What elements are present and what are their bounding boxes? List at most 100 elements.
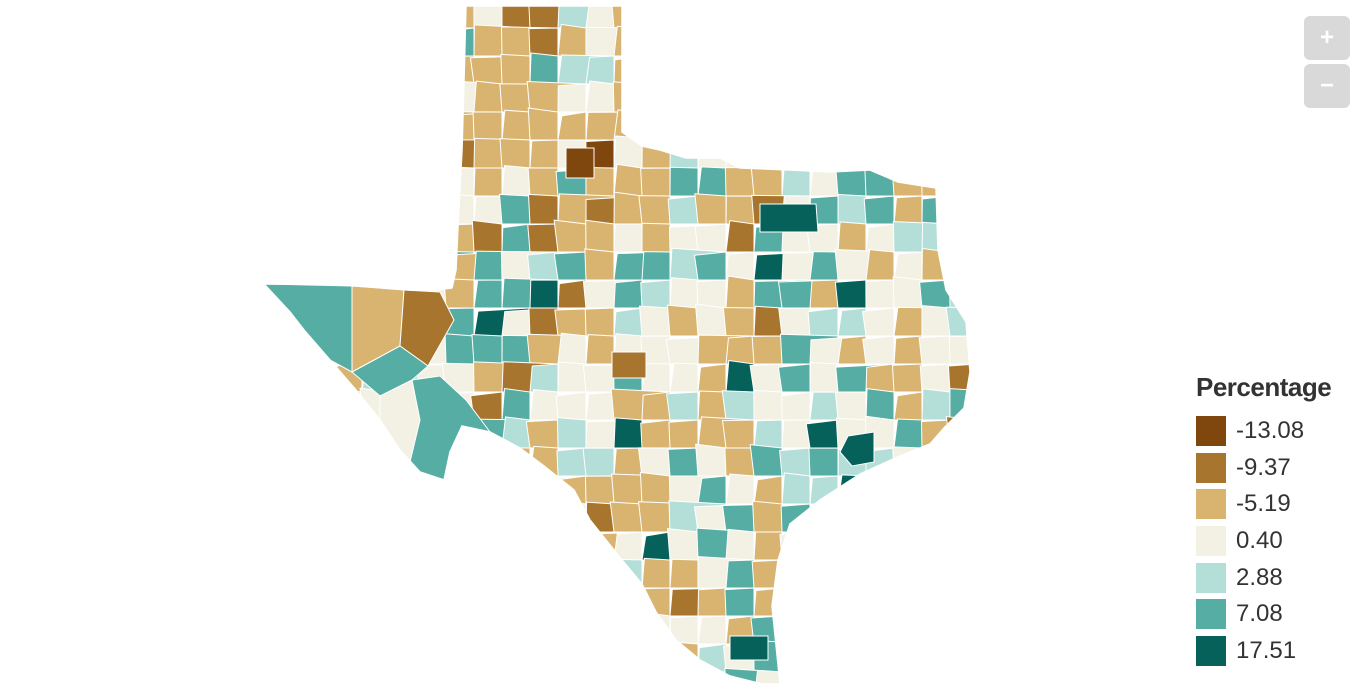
county-region[interactable] bbox=[525, 419, 559, 449]
county-region[interactable] bbox=[332, 389, 363, 421]
county-region[interactable] bbox=[722, 306, 755, 337]
county-region[interactable] bbox=[529, 641, 559, 673]
county-region[interactable] bbox=[276, 83, 307, 113]
county-region[interactable] bbox=[473, 475, 503, 505]
county-region[interactable] bbox=[445, 613, 475, 645]
county-region[interactable] bbox=[442, 559, 475, 589]
county-region[interactable] bbox=[277, 220, 307, 253]
county-region[interactable] bbox=[613, 614, 643, 645]
county-region[interactable] bbox=[780, 503, 811, 533]
county-region[interactable] bbox=[273, 27, 307, 57]
county-region[interactable] bbox=[277, 503, 307, 533]
county-region[interactable] bbox=[892, 446, 923, 477]
county-region[interactable] bbox=[417, 223, 447, 253]
county-region[interactable] bbox=[529, 559, 559, 589]
county-region[interactable] bbox=[978, 26, 1034, 56]
county-region[interactable] bbox=[553, 251, 587, 281]
county-region[interactable] bbox=[921, 305, 951, 337]
county-region[interactable] bbox=[333, 52, 363, 85]
county-region[interactable] bbox=[553, 219, 587, 253]
county-region[interactable] bbox=[417, 475, 447, 505]
county-region[interactable] bbox=[556, 587, 587, 617]
county-region[interactable] bbox=[921, 388, 951, 421]
county-region[interactable] bbox=[358, 55, 391, 85]
county-region[interactable] bbox=[976, 420, 1006, 448]
county-region[interactable] bbox=[779, 447, 811, 477]
county-region[interactable] bbox=[978, 391, 1006, 420]
county-region[interactable] bbox=[753, 419, 783, 449]
county-region[interactable] bbox=[250, 307, 279, 337]
county-region[interactable] bbox=[529, 139, 559, 169]
county-region[interactable] bbox=[753, 587, 783, 617]
county-region[interactable] bbox=[582, 447, 615, 477]
county-region[interactable] bbox=[781, 27, 811, 57]
county-region[interactable] bbox=[417, 531, 447, 561]
county-region[interactable] bbox=[753, 669, 783, 688]
county-region[interactable] bbox=[277, 587, 335, 617]
county-region[interactable] bbox=[501, 387, 531, 421]
county-region[interactable] bbox=[667, 0, 727, 29]
county-region[interactable] bbox=[946, 109, 978, 141]
county-region[interactable] bbox=[360, 250, 391, 281]
county-region[interactable] bbox=[669, 362, 699, 393]
county-region[interactable] bbox=[723, 24, 755, 57]
county-region[interactable] bbox=[725, 220, 755, 253]
county-region[interactable] bbox=[978, 669, 1006, 688]
county-region[interactable] bbox=[641, 251, 671, 281]
county-region[interactable] bbox=[361, 643, 391, 673]
county-region[interactable] bbox=[833, 503, 867, 533]
county-region[interactable] bbox=[641, 222, 671, 253]
county-region[interactable] bbox=[777, 642, 811, 673]
county-region[interactable] bbox=[837, 307, 867, 337]
county-region[interactable] bbox=[637, 83, 671, 113]
county-region[interactable] bbox=[865, 388, 895, 421]
county-region[interactable] bbox=[891, 587, 923, 617]
county-region[interactable] bbox=[666, 24, 699, 57]
county-region[interactable] bbox=[809, 279, 839, 309]
county-region[interactable] bbox=[724, 587, 755, 617]
county-region[interactable] bbox=[250, 195, 307, 225]
county-region[interactable] bbox=[361, 27, 419, 57]
county-region[interactable] bbox=[862, 335, 895, 365]
county-region[interactable] bbox=[417, 559, 447, 589]
county-region[interactable] bbox=[277, 671, 307, 688]
county-region[interactable] bbox=[949, 447, 1006, 477]
county-region[interactable] bbox=[668, 419, 699, 449]
county-region[interactable] bbox=[834, 163, 867, 197]
county-region[interactable] bbox=[669, 166, 699, 197]
county-region[interactable] bbox=[917, 528, 978, 561]
county-region[interactable] bbox=[808, 447, 839, 477]
county-region[interactable] bbox=[978, 588, 1006, 616]
county-region[interactable] bbox=[498, 668, 559, 688]
county-region[interactable] bbox=[865, 81, 923, 113]
county-region[interactable] bbox=[834, 83, 867, 113]
county-region[interactable] bbox=[977, 504, 1006, 532]
county-region[interactable] bbox=[248, 135, 279, 169]
county-region[interactable] bbox=[302, 587, 335, 617]
county-region[interactable] bbox=[892, 276, 923, 309]
county-region[interactable] bbox=[865, 531, 895, 561]
county-region[interactable] bbox=[473, 80, 503, 113]
county-region[interactable] bbox=[361, 167, 391, 197]
county-region[interactable] bbox=[949, 643, 1006, 673]
county-region[interactable] bbox=[978, 224, 1006, 252]
county-region[interactable] bbox=[978, 336, 1034, 364]
county-region[interactable] bbox=[751, 335, 783, 365]
county-region[interactable] bbox=[919, 613, 951, 645]
county-region[interactable] bbox=[917, 52, 951, 85]
county-region[interactable] bbox=[471, 219, 503, 253]
county-region[interactable] bbox=[585, 0, 615, 29]
county-region[interactable] bbox=[250, 0, 279, 29]
county-region[interactable] bbox=[399, 289, 455, 367]
county-region[interactable] bbox=[639, 27, 671, 57]
county-region[interactable] bbox=[809, 555, 839, 589]
county-region[interactable] bbox=[584, 307, 615, 337]
county-region[interactable] bbox=[949, 250, 978, 281]
county-region[interactable] bbox=[977, 476, 1006, 504]
county-region[interactable] bbox=[304, 391, 335, 421]
county-region[interactable] bbox=[387, 51, 419, 85]
county-region[interactable] bbox=[809, 475, 839, 505]
county-region[interactable] bbox=[386, 530, 447, 561]
county-region[interactable] bbox=[725, 559, 755, 589]
county-region[interactable] bbox=[862, 139, 895, 169]
